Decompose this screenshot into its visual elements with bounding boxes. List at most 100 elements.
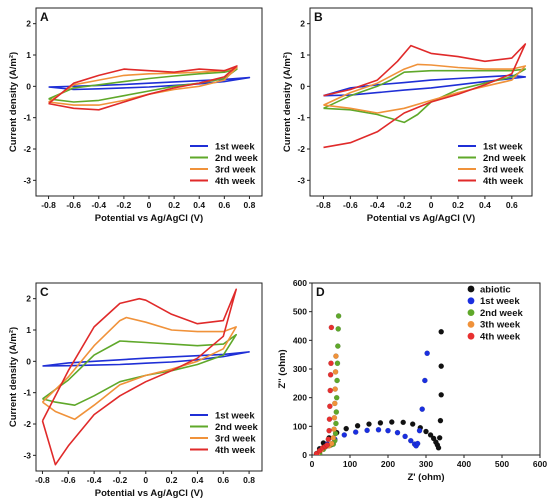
y-tick-label: -2 <box>297 144 305 154</box>
y-tick-label: -2 <box>23 419 31 429</box>
data-point <box>352 429 359 435</box>
data-point <box>325 436 332 443</box>
x-tick-label: -0.8 <box>35 475 50 485</box>
series-line-2 <box>48 68 238 103</box>
x-tick-label: 0.2 <box>166 475 178 485</box>
x-axis-title: Potential vs Ag/AgCl (V) <box>95 213 203 224</box>
y-tick-label: 500 <box>293 307 307 317</box>
x-tick-label: -0.2 <box>113 475 128 485</box>
data-point <box>343 425 350 432</box>
legend-label: 1st week <box>215 141 255 152</box>
data-point <box>335 326 342 332</box>
legend-label: 2nd week <box>215 422 258 433</box>
data-point <box>331 414 338 421</box>
plot-area <box>313 313 445 455</box>
x-tick-label: -0.6 <box>343 200 358 210</box>
series-line-1 <box>323 74 527 97</box>
y-tick-label: 0 <box>300 81 305 91</box>
data-point <box>366 421 372 427</box>
x-tick-label: 0 <box>429 200 434 210</box>
data-point <box>335 313 342 319</box>
x-tick-label: -0.8 <box>316 200 331 210</box>
x-tick-label: -0.4 <box>91 200 106 210</box>
data-point <box>327 403 333 410</box>
y-tick-label: 2 <box>26 19 31 29</box>
data-point <box>437 417 444 424</box>
legend-marker <box>467 297 475 305</box>
series-line-3 <box>323 63 527 114</box>
x-tick-label: -0.2 <box>117 200 132 210</box>
data-point <box>419 406 426 412</box>
plot-frame <box>309 7 533 197</box>
data-point <box>333 420 339 427</box>
y-tick-label: 0 <box>302 450 307 460</box>
x-tick-label: 0.6 <box>506 200 518 210</box>
x-tick-label: 0.6 <box>217 475 229 485</box>
data-point <box>364 427 370 434</box>
data-point <box>326 416 333 422</box>
y-tick-label: 100 <box>293 421 307 431</box>
y-tick-label: 200 <box>293 393 307 403</box>
legend-label: 4th week <box>483 176 524 187</box>
data-point <box>427 432 434 438</box>
x-tick-label: 0.4 <box>192 475 204 485</box>
data-point <box>377 420 384 426</box>
x-tick-label: 0 <box>310 459 315 469</box>
data-point <box>341 432 348 438</box>
data-point <box>331 400 338 407</box>
panel-letter: C <box>40 285 49 299</box>
data-point <box>416 427 423 434</box>
legend-marker <box>467 332 475 340</box>
x-tick-label: 200 <box>381 459 395 469</box>
series-line-1 <box>42 351 250 367</box>
legend-label: 4th week <box>215 445 256 456</box>
x-tick-label: 0.8 <box>243 475 255 485</box>
y-tick-label: 1 <box>300 50 305 60</box>
x-tick-label: -0.6 <box>66 200 81 210</box>
y-tick-label: -3 <box>297 175 305 185</box>
legend-label: 3rd week <box>483 164 524 175</box>
y-tick-label: 0 <box>26 81 31 91</box>
x-tick-label: 0.4 <box>479 200 491 210</box>
legend-label: 1st week <box>215 410 255 421</box>
y-tick-label: 300 <box>293 364 307 374</box>
legend-marker <box>467 321 475 328</box>
data-point <box>423 428 429 435</box>
legend-label: 2nd week <box>480 308 523 319</box>
data-point <box>331 426 337 433</box>
y-tick-label: -1 <box>23 113 31 123</box>
data-point <box>328 324 335 331</box>
data-point <box>409 421 416 427</box>
data-point <box>333 394 340 401</box>
data-point <box>327 371 334 378</box>
series-line-2 <box>323 68 527 124</box>
x-axis-title: Z' (ohm) <box>407 472 444 483</box>
x-tick-label: 0 <box>147 200 152 210</box>
y-tick-label: -2 <box>23 144 31 154</box>
x-tick-label: -0.6 <box>61 475 76 485</box>
y-tick-label: -3 <box>23 175 31 185</box>
data-point <box>435 445 442 451</box>
plot-area <box>323 43 527 149</box>
series-line-4 <box>323 43 527 149</box>
x-tick-label: 0.8 <box>244 200 256 210</box>
y-tick-label: -1 <box>23 388 31 398</box>
data-point <box>326 427 332 434</box>
series-line-3 <box>48 66 238 106</box>
legend-label: 3rd week <box>215 164 256 175</box>
x-tick-label: 0.6 <box>218 200 230 210</box>
legend-label: 3rd week <box>215 433 256 444</box>
x-tick-label: -0.4 <box>87 475 102 485</box>
legend-label: 4th week <box>480 332 521 343</box>
panel-d: D 0 100 200 300 400 500 600 0 100 200 300 400 500 600 Z… <box>277 278 547 483</box>
data-point <box>375 426 382 433</box>
x-tick-label: 0.4 <box>193 200 205 210</box>
data-point <box>354 422 361 429</box>
panel-b: B -0.8 -0.6 -0.4 -0.2 0 0.2 0.4 0.6 -3 -2 -1 0 1 2 Pote… <box>282 7 533 224</box>
legend-label: 1st week <box>480 296 520 307</box>
y-tick-label: -1 <box>297 113 305 123</box>
data-point <box>333 353 339 359</box>
